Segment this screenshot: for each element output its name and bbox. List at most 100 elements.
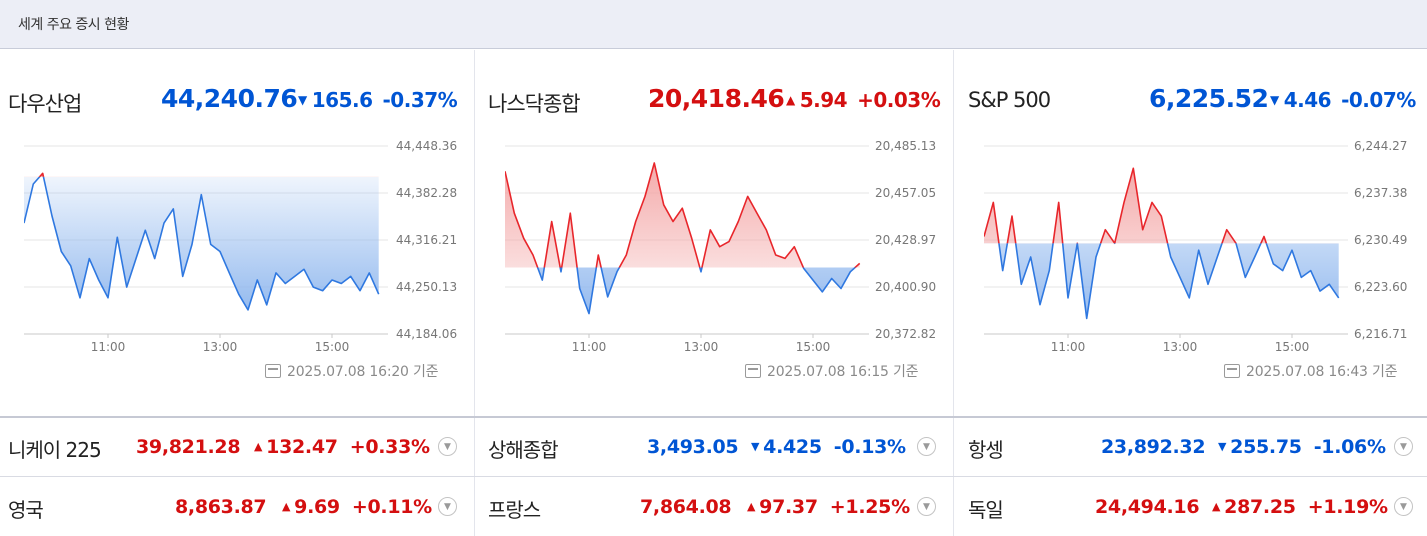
- index-value: 20,418.46: [648, 84, 785, 113]
- market-name: 상해종합: [488, 438, 559, 462]
- change-percent: -0.07%: [1341, 88, 1416, 112]
- area-fill-above: [505, 163, 860, 268]
- change-percent: -0.37%: [382, 88, 458, 112]
- section-header: 세계 주요 증시 현황: [0, 0, 1427, 49]
- index-change: ▲ 5.94 +0.03%: [786, 88, 941, 112]
- index-panel-dow[interactable]: 다우산업 44,240.76 ▼ 165.6 -0.37% 44,448.36 44,…: [0, 50, 474, 416]
- up-arrow-icon: ▲: [282, 500, 291, 513]
- index-name: S&P 500: [968, 88, 1051, 112]
- x-tick-label: 11:00: [572, 340, 607, 354]
- x-tick-label: 11:00: [1051, 340, 1086, 354]
- market-change: ▲ 132.47 +0.33%: [254, 436, 430, 458]
- y-tick-label: 20,372.82: [875, 327, 936, 341]
- y-tick-label: 44,382.28: [396, 186, 457, 200]
- x-tick-label: 11:00: [91, 340, 126, 354]
- market-value: 23,892.32: [1101, 436, 1206, 458]
- index-chart[interactable]: 44,448.36 44,382.28 44,316.21 44,250.13 44,1…: [0, 135, 474, 360]
- market-row-nikkei[interactable]: 니케이 225 39,821.28 ▲ 132.47 +0.33% ▼: [0, 418, 474, 476]
- change-percent: +0.33%: [349, 436, 430, 458]
- chevron-down-icon[interactable]: ▼: [438, 497, 457, 516]
- x-tick-label: 15:00: [315, 340, 350, 354]
- chevron-down-icon[interactable]: ▼: [917, 437, 936, 456]
- market-row-hangseng[interactable]: 항셍 23,892.32 ▼ 255.75 -1.06% ▼: [954, 418, 1427, 476]
- change-amount: 287.25: [1224, 496, 1296, 518]
- chevron-down-icon[interactable]: ▼: [1394, 437, 1413, 456]
- change-amount: 4.46: [1283, 88, 1332, 112]
- y-tick-label: 6,230.49: [1354, 233, 1407, 247]
- y-tick-label: 44,250.13: [396, 280, 457, 294]
- market-name: 영국: [8, 498, 44, 522]
- market-value: 8,863.87: [175, 496, 267, 518]
- timestamp: 2025.07.08 16:20 기준: [265, 361, 439, 381]
- calendar-icon: [1224, 364, 1240, 378]
- x-tick-label: 15:00: [796, 340, 831, 354]
- market-value: 3,493.05: [647, 436, 739, 458]
- market-change: ▼ 255.75 -1.06%: [1218, 436, 1386, 458]
- y-tick-label: 20,485.13: [875, 139, 936, 153]
- timestamp-text: 2025.07.08 16:15 기준: [767, 364, 919, 380]
- column-divider: [953, 50, 954, 536]
- y-tick-label: 20,457.05: [875, 186, 936, 200]
- series-line-down: [24, 176, 380, 311]
- y-tick-label: 6,237.38: [1354, 186, 1407, 200]
- market-row-uk[interactable]: 영국 8,863.87 ▲ 9.69 +0.11% ▼: [0, 478, 474, 536]
- series-line-down: [998, 243, 1340, 320]
- market-row-germany[interactable]: 독일 24,494.16 ▲ 287.25 +1.19% ▼: [954, 478, 1427, 536]
- change-amount: 5.94: [799, 88, 848, 112]
- market-row-france[interactable]: 프랑스 7,864.08 ▲ 97.37 +1.25% ▼: [475, 478, 953, 536]
- timestamp-text: 2025.07.08 16:43 기준: [1246, 364, 1398, 380]
- index-value: 44,240.76: [161, 84, 298, 113]
- area-fill-below: [24, 176, 379, 310]
- index-change: ▼ 4.46 -0.07%: [1270, 88, 1416, 112]
- timestamp: 2025.07.08 16:43 기준: [1224, 361, 1398, 381]
- market-name: 니케이 225: [8, 438, 102, 462]
- market-value: 24,494.16: [1095, 496, 1200, 518]
- index-panel-nasdaq[interactable]: 나스닥종합 20,418.46 ▲ 5.94 +0.03% 20,485.13 20,…: [475, 50, 953, 416]
- change-amount: 4.425: [763, 436, 822, 458]
- change-percent: +1.25%: [829, 496, 910, 518]
- chevron-down-icon[interactable]: ▼: [917, 497, 936, 516]
- y-tick-label: 44,448.36: [396, 139, 457, 153]
- up-arrow-icon: ▲: [747, 500, 756, 513]
- row-divider: [0, 476, 1427, 477]
- market-name: 항셍: [968, 438, 1004, 462]
- market-change: ▼ 4.425 -0.13%: [751, 436, 906, 458]
- index-chart[interactable]: 6,244.27 6,237.38 6,230.49 6,223.60 6,216.71…: [954, 135, 1427, 360]
- down-arrow-icon: ▼: [1270, 93, 1279, 107]
- y-tick-label: 6,223.60: [1354, 280, 1407, 294]
- index-name: 나스닥종합: [488, 92, 581, 116]
- calendar-icon: [265, 364, 281, 378]
- y-tick-label: 44,184.06: [396, 327, 457, 341]
- change-amount: 9.69: [294, 496, 340, 518]
- market-value: 7,864.08: [640, 496, 732, 518]
- down-arrow-icon: ▼: [1218, 440, 1227, 453]
- up-arrow-icon: ▲: [1212, 500, 1221, 513]
- market-change: ▲ 97.37 +1.25%: [747, 496, 910, 518]
- chevron-down-icon[interactable]: ▼: [1394, 497, 1413, 516]
- index-value: 6,225.52: [1149, 84, 1269, 113]
- down-arrow-icon: ▼: [298, 93, 307, 107]
- market-change: ▲ 287.25 +1.19%: [1212, 496, 1388, 518]
- chevron-down-icon[interactable]: ▼: [438, 437, 457, 456]
- change-amount: 255.75: [1230, 436, 1302, 458]
- change-amount: 97.37: [759, 496, 818, 518]
- market-value: 39,821.28: [136, 436, 241, 458]
- index-change: ▼ 165.6 -0.37%: [298, 88, 458, 112]
- y-tick-label: 44,316.21: [396, 233, 457, 247]
- index-panel-sp500[interactable]: S&P 500 6,225.52 ▼ 4.46 -0.07% 6,244.27 6,2…: [954, 50, 1427, 416]
- timestamp: 2025.07.08 16:15 기준: [745, 361, 919, 381]
- series-line-up: [984, 167, 1268, 244]
- column-divider: [474, 50, 475, 536]
- market-row-shanghai[interactable]: 상해종합 3,493.05 ▼ 4.425 -0.13% ▼: [475, 418, 953, 476]
- index-name: 다우산업: [8, 92, 82, 116]
- index-chart[interactable]: 20,485.13 20,457.05 20,428.97 20,400.90 20,3…: [475, 135, 953, 360]
- market-change: ▲ 9.69 +0.11%: [282, 496, 432, 518]
- market-name: 프랑스: [488, 498, 541, 522]
- timestamp-text: 2025.07.08 16:20 기준: [287, 364, 439, 380]
- market-name: 독일: [968, 498, 1004, 522]
- change-percent: +0.11%: [351, 496, 432, 518]
- x-tick-label: 13:00: [684, 340, 719, 354]
- section-divider: [0, 416, 1427, 418]
- section-title: 세계 주요 증시 현황: [18, 17, 129, 33]
- change-amount: 132.47: [266, 436, 338, 458]
